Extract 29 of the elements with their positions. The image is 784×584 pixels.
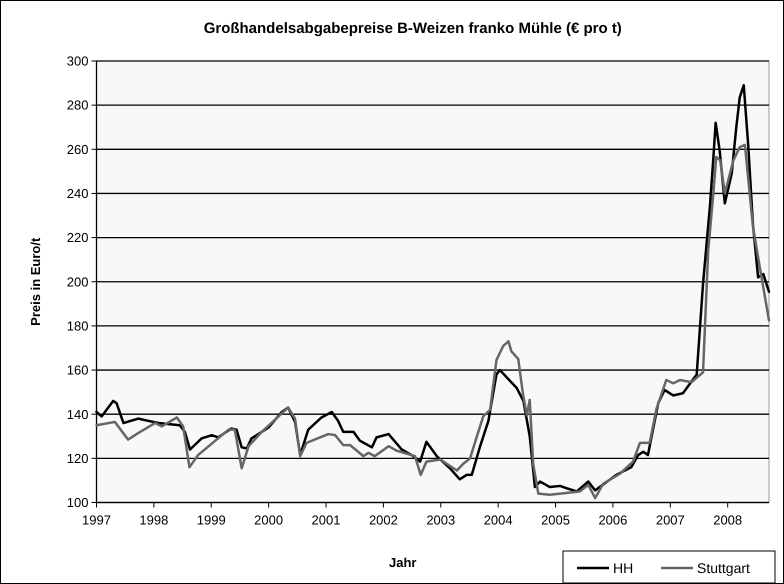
y-tick-label: 140	[66, 406, 88, 422]
x-tick-label: 2003	[426, 512, 456, 528]
y-tick-label: 260	[66, 142, 88, 157]
y-tick-label: 160	[66, 362, 88, 378]
x-axis-title: Jahr	[389, 555, 416, 570]
y-tick-label: 300	[66, 54, 88, 69]
x-tick-label: 2005	[541, 512, 570, 528]
x-tick-label: 1998	[139, 512, 168, 528]
y-tick-label: 120	[66, 450, 88, 466]
x-tick-label: 2001	[312, 512, 340, 528]
y-tick-label: 180	[66, 318, 88, 334]
legend-label: Stuttgart	[697, 560, 750, 576]
x-tick-label: 1997	[82, 512, 111, 528]
line-series	[95, 144, 770, 500]
x-tick-label: 2008	[713, 512, 742, 528]
x-tick-label: 2004	[484, 512, 513, 528]
x-tick-label: 2006	[598, 512, 628, 528]
y-tick-label: 100	[66, 495, 88, 510]
y-tick-label: 240	[66, 186, 88, 201]
y-tick-label: 200	[66, 274, 88, 290]
x-tick-label: 2007	[656, 512, 685, 528]
y-tick-label: 220	[66, 230, 88, 246]
legend-label: HH	[613, 560, 634, 576]
x-tick-label: 2002	[368, 512, 398, 528]
y-tick-label: 280	[66, 98, 88, 113]
x-tick-label: 1999	[196, 512, 226, 528]
chart-title: Großhandelsabgabepreise B-Weizen franko Mühle (€ pro t)	[204, 20, 622, 37]
y-axis-title: Preis in Euro/t	[28, 237, 43, 326]
x-tick-label: 2000	[254, 512, 284, 528]
